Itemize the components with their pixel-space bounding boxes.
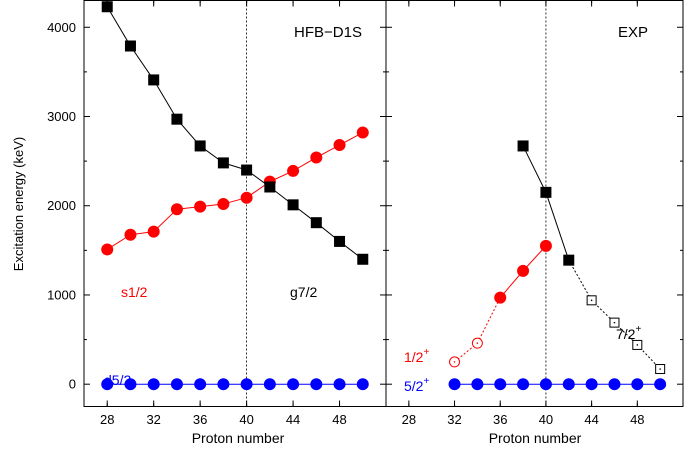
left-panel-title: HFB−D1S — [294, 24, 362, 41]
data-point-d5-2 — [241, 379, 252, 390]
x-tick-label-left: 36 — [193, 412, 207, 427]
data-point-d5-2 — [148, 379, 159, 390]
y-tick-label: 4000 — [47, 20, 76, 35]
data-point-s1-2 — [148, 226, 159, 237]
data-point-center-1-2 — [477, 342, 479, 344]
x-tick-label-left: 44 — [286, 412, 300, 427]
data-point-7-2 — [564, 255, 574, 265]
data-point-s1-2 — [357, 127, 368, 138]
data-point-s1-2 — [334, 140, 345, 151]
data-point-g7-2 — [172, 114, 182, 124]
y-tick-label: 0 — [69, 377, 76, 392]
data-point-d5-2 — [218, 379, 229, 390]
data-point-g7-2 — [335, 236, 345, 246]
data-point-1-2 — [540, 240, 551, 251]
right-panel-axes: 28 32 36 40 44 48 — [386, 1, 683, 428]
y-tick-label: 3000 — [47, 109, 76, 124]
data-point-g7-2 — [358, 254, 368, 264]
series-segment-g7-2 — [107, 7, 130, 46]
data-point-7-2 — [541, 187, 551, 197]
x-axis-label-right: Proton number — [489, 430, 582, 446]
x-tick-label-left: 48 — [332, 412, 346, 427]
data-point-d5-2 — [357, 379, 368, 390]
data-point-g7-2 — [195, 141, 205, 151]
data-point-7-2 — [518, 141, 528, 151]
data-point-d5-2 — [334, 379, 345, 390]
series-segment-7-2 — [569, 260, 592, 300]
left-panel-series — [102, 2, 369, 390]
data-point-s1-2 — [241, 192, 252, 203]
x-tick-label-left: 40 — [239, 412, 253, 427]
data-point-5-2 — [495, 379, 506, 390]
left-panel-frame — [84, 1, 386, 407]
data-point-g7-2 — [218, 158, 228, 168]
label-1-2-plus: 1/2+ — [404, 347, 429, 365]
y-tick-label: 2000 — [47, 198, 76, 213]
series-segment-7-2 — [523, 146, 546, 192]
data-point-s1-2 — [171, 204, 182, 215]
data-point-center-1-2 — [454, 361, 456, 363]
data-point-d5-2 — [311, 379, 322, 390]
left-panel-axes: 28 32 36 40 44 48 0 1000 2000 3000 4000 — [47, 1, 386, 428]
label-s1-2: s1/2 — [121, 284, 148, 300]
data-point-center-7-2 — [637, 344, 639, 346]
x-tick-label-left: 28 — [100, 412, 114, 427]
data-point-d5-2 — [288, 379, 299, 390]
data-point-5-2 — [586, 379, 597, 390]
x-tick-label-right: 28 — [402, 412, 416, 427]
data-point-s1-2 — [218, 198, 229, 209]
data-point-g7-2 — [288, 200, 298, 210]
data-point-1-2 — [495, 292, 506, 303]
data-point-s1-2 — [102, 244, 113, 255]
series-segment-g7-2 — [154, 80, 177, 119]
data-point-d5-2 — [171, 379, 182, 390]
data-point-5-2 — [609, 379, 620, 390]
data-point-1-2 — [518, 265, 529, 276]
data-point-center-7-2 — [659, 368, 661, 370]
data-point-g7-2 — [102, 2, 112, 12]
data-point-5-2 — [655, 379, 666, 390]
data-point-5-2 — [518, 379, 529, 390]
data-point-5-2 — [472, 379, 483, 390]
y-axis-label: Excitation energy (keV) — [11, 137, 26, 271]
x-tick-label-right: 40 — [539, 412, 553, 427]
right-panel-series — [449, 141, 666, 390]
data-point-s1-2 — [288, 165, 299, 176]
data-point-s1-2 — [311, 152, 322, 163]
data-point-d5-2 — [195, 379, 206, 390]
data-point-s1-2 — [125, 229, 136, 240]
data-point-center-7-2 — [591, 300, 593, 302]
series-segment-1-2 — [477, 298, 500, 344]
label-5-2-plus: 5/2+ — [404, 376, 429, 394]
data-point-g7-2 — [265, 182, 275, 192]
x-tick-label-right: 48 — [630, 412, 644, 427]
label-d5-2: d5/2 — [104, 372, 131, 388]
data-point-g7-2 — [311, 218, 321, 228]
data-point-5-2 — [449, 379, 460, 390]
data-point-g7-2 — [242, 165, 252, 175]
label-g7-2: g7/2 — [290, 284, 317, 300]
x-axis-label-left: Proton number — [192, 430, 285, 446]
data-point-g7-2 — [149, 75, 159, 85]
x-tick-label-left: 32 — [146, 412, 160, 427]
right-panel-title: EXP — [618, 24, 648, 41]
data-point-5-2 — [632, 379, 643, 390]
data-point-d5-2 — [264, 379, 275, 390]
data-point-center-7-2 — [614, 322, 616, 324]
x-tick-label-right: 36 — [493, 412, 507, 427]
data-point-g7-2 — [125, 41, 135, 51]
data-point-5-2 — [563, 379, 574, 390]
y-tick-label: 1000 — [47, 287, 76, 302]
data-point-5-2 — [540, 379, 551, 390]
label-7-2-plus: 7/2+ — [616, 324, 641, 342]
x-tick-label-right: 32 — [447, 412, 461, 427]
data-point-s1-2 — [195, 201, 206, 212]
x-tick-label-right: 44 — [584, 412, 598, 427]
